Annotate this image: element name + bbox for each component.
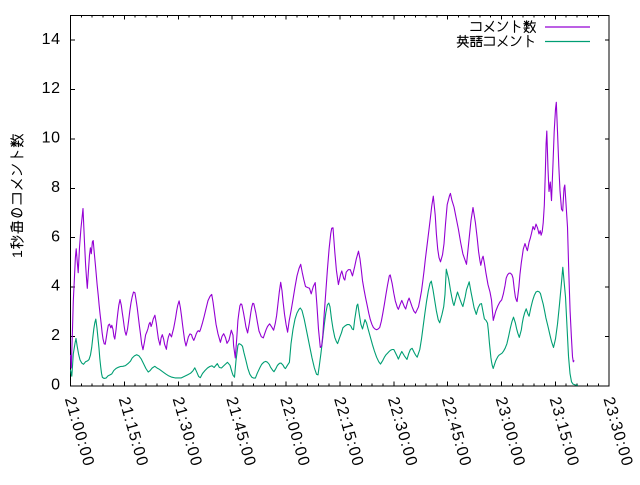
svg-text:4: 4 [51, 278, 61, 295]
svg-text:6: 6 [51, 228, 61, 245]
svg-text:14: 14 [42, 31, 61, 48]
svg-text:10: 10 [42, 130, 61, 147]
svg-text:8: 8 [51, 179, 61, 196]
svg-text:0: 0 [51, 377, 61, 394]
svg-text:1: 1 [9, 250, 25, 258]
svg-text:12: 12 [42, 80, 61, 97]
svg-text:2: 2 [51, 327, 61, 344]
